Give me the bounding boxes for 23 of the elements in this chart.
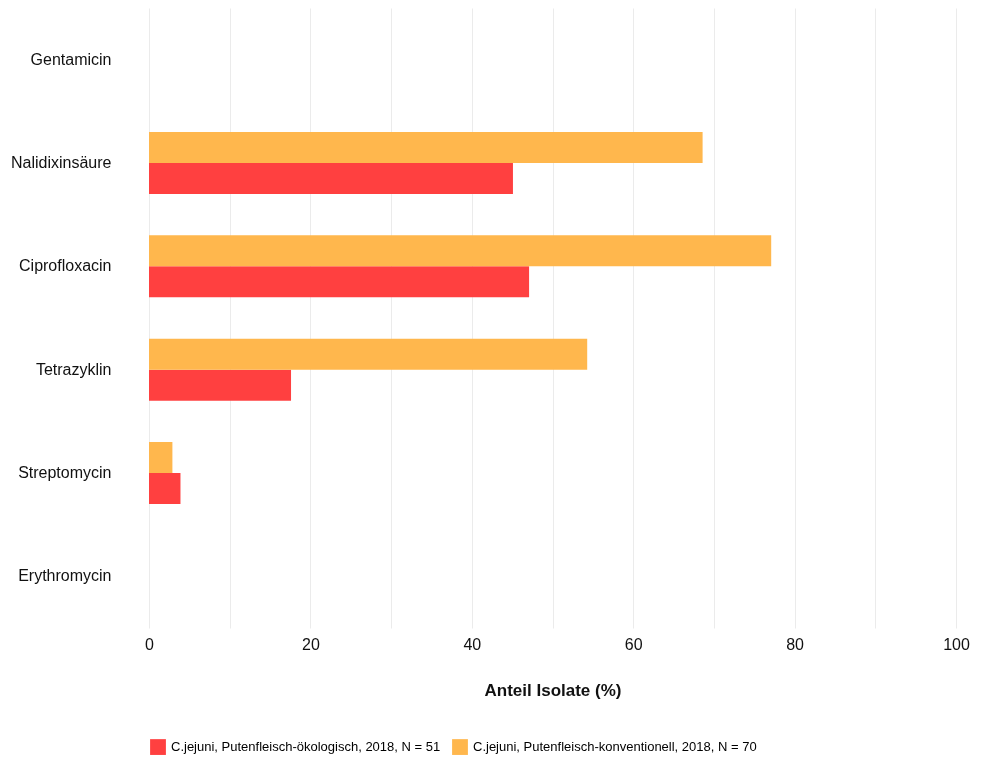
bar [149, 473, 181, 504]
x-tick-label: 80 [786, 635, 805, 653]
bar [149, 442, 173, 473]
bar [149, 338, 588, 370]
bar [149, 132, 703, 163]
bar [149, 266, 530, 298]
y-tick-label: Erythromycin [18, 567, 112, 585]
y-tick-label: Nalidixinsäure [11, 154, 112, 171]
y-tick-label: Gentamicin [30, 50, 112, 68]
y-tick-label: Streptomycin [18, 464, 112, 481]
y-tick-label: Tetrazyklin [35, 360, 112, 378]
x-tick-label: 60 [624, 635, 643, 653]
legend-label: C.jejuni, Putenfleisch-konventionell, 2018, N = 70 [473, 739, 757, 755]
bar [149, 235, 772, 267]
x-tick-label: 0 [145, 635, 155, 653]
bar [149, 163, 513, 194]
bar [149, 369, 292, 401]
legend-label: C.jejuni, Putenfleisch-ökologisch, 2018, N = 51 [171, 739, 441, 755]
x-axis-title: Anteil Isolate (%) [484, 680, 622, 700]
x-tick-label: 20 [302, 635, 320, 653]
x-tick-label: 100 [943, 635, 970, 653]
x-tick-label: 40 [463, 635, 482, 653]
y-tick-label: Ciprofloxacin [19, 257, 112, 275]
